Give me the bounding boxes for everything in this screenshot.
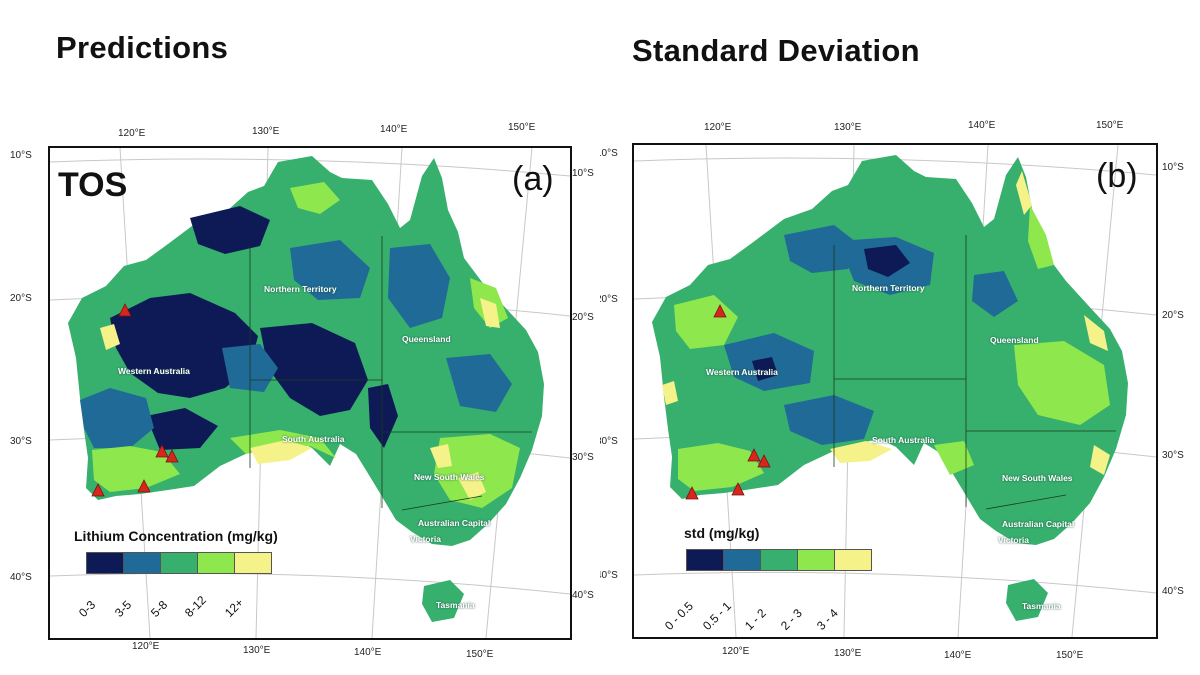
predictions-panel: (a) TOS Northern Territory Queensland We…: [10, 122, 594, 660]
site-marker: [757, 454, 771, 468]
tick-top: 120°E: [118, 128, 146, 139]
tick-left: 10°S: [600, 148, 618, 159]
tick-bottom: 130°E: [243, 645, 271, 656]
tick-right: 20°S: [1162, 310, 1184, 321]
region-victoria: Victoria: [410, 534, 442, 544]
tick-top: 130°E: [252, 126, 280, 137]
region-act: Australian Capital: [1002, 519, 1075, 529]
legend-title-b: std (mg/kg): [684, 525, 760, 541]
region-queensland: Queensland: [990, 335, 1039, 345]
predictions-map-frame: (a) TOS Northern Territory Queensland We…: [48, 146, 572, 640]
legend-swatch: [161, 553, 198, 573]
region-south-australia: South Australia: [872, 435, 935, 445]
legend-swatch: [687, 550, 724, 570]
site-marker: [118, 303, 132, 317]
predictions-title: Predictions: [56, 30, 229, 65]
std-map-frame: (b) Northern Territory Queensland Wester…: [632, 143, 1158, 639]
tick-top: 140°E: [968, 120, 996, 131]
tick-right: 40°S: [1162, 586, 1184, 597]
site-marker: [685, 486, 699, 500]
region-victoria: Victoria: [998, 535, 1030, 545]
tick-left: 20°S: [10, 293, 32, 304]
tick-top: 140°E: [380, 124, 408, 135]
region-northern-territory: Northern Territory: [852, 283, 925, 293]
site-marker: [747, 448, 761, 462]
tick-left: 30°S: [600, 436, 618, 447]
tick-top: 150°E: [508, 122, 536, 133]
legend-swatches-a: [86, 552, 272, 574]
tick-bottom: 150°E: [1056, 650, 1084, 661]
tick-bottom: 140°E: [354, 647, 382, 658]
tick-bottom: 140°E: [944, 650, 972, 661]
tick-left: 40°S: [10, 572, 32, 583]
std-site-markers: [685, 304, 771, 500]
region-act: Australian Capital: [418, 518, 491, 528]
standard-deviation-title: Standard Deviation: [632, 33, 920, 68]
australia-landmass-std: [652, 155, 1128, 621]
tick-top: 120°E: [704, 122, 732, 133]
region-tasmania: Tasmania: [436, 600, 475, 610]
site-marker: [165, 449, 179, 463]
tick-right: 10°S: [572, 168, 594, 179]
tick-left: 20°S: [600, 294, 618, 305]
lithium-site-markers: [91, 303, 179, 497]
legend-swatch: [198, 553, 235, 573]
region-new-south-wales: New South Wales: [1002, 473, 1073, 483]
tos-label: TOS: [58, 166, 128, 204]
tick-left: 30°S: [10, 436, 32, 447]
legend-swatch: [124, 553, 161, 573]
region-northern-territory: Northern Territory: [264, 284, 337, 294]
region-western-australia: Western Australia: [706, 367, 778, 377]
site-marker: [155, 444, 169, 458]
tick-right: 30°S: [1162, 450, 1184, 461]
tick-left: 40°S: [600, 570, 618, 581]
legend-swatch: [87, 553, 124, 573]
site-marker: [731, 482, 745, 496]
legend-swatch: [798, 550, 835, 570]
site-marker: [713, 304, 727, 318]
standard-deviation-panel: (b) Northern Territory Queensland Wester…: [600, 0, 1200, 675]
tick-left: 10°S: [10, 150, 32, 161]
tick-bottom: 130°E: [834, 648, 862, 659]
region-south-australia: South Australia: [282, 434, 345, 444]
tick-top: 130°E: [834, 122, 862, 133]
tick-bottom: 120°E: [722, 646, 750, 657]
tick-top: 150°E: [1096, 120, 1124, 131]
panel-letter-a: (a): [512, 160, 554, 198]
tick-bottom: 150°E: [466, 649, 494, 660]
predictions-map: [50, 148, 570, 638]
site-marker: [137, 479, 151, 493]
tick-right: 20°S: [572, 312, 594, 323]
region-western-australia: Western Australia: [118, 366, 190, 376]
region-queensland: Queensland: [402, 334, 451, 344]
legend-swatch: [235, 553, 271, 573]
region-new-south-wales: New South Wales: [414, 472, 485, 482]
tick-right: 30°S: [572, 452, 594, 463]
legend-swatch: [835, 550, 871, 570]
panel-letter-b: (b): [1096, 157, 1138, 195]
tick-right: 10°S: [1162, 162, 1184, 173]
region-tasmania: Tasmania: [1022, 601, 1061, 611]
legend-swatches-b: [686, 549, 872, 571]
std-map: [634, 145, 1156, 637]
tick-right: 40°S: [572, 590, 594, 601]
tick-bottom: 120°E: [132, 641, 160, 652]
legend-title-a: Lithium Concentration (mg/kg): [74, 528, 278, 544]
legend-swatch: [724, 550, 761, 570]
legend-swatch: [761, 550, 798, 570]
site-marker: [91, 483, 105, 497]
